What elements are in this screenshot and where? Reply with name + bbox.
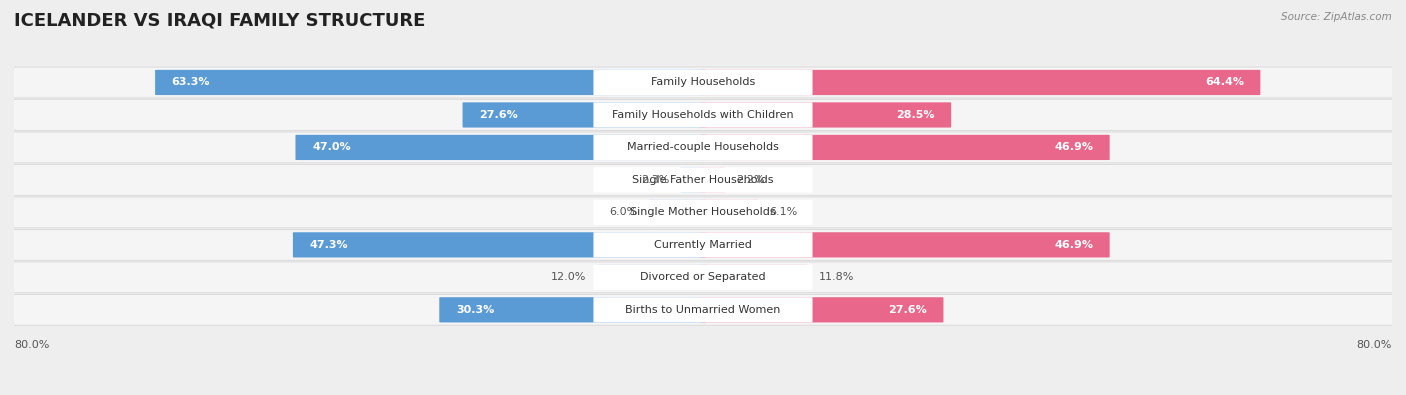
FancyBboxPatch shape bbox=[463, 102, 706, 128]
FancyBboxPatch shape bbox=[295, 135, 706, 160]
Text: 46.9%: 46.9% bbox=[1054, 143, 1092, 152]
Text: ICELANDER VS IRAQI FAMILY STRUCTURE: ICELANDER VS IRAQI FAMILY STRUCTURE bbox=[14, 12, 426, 30]
FancyBboxPatch shape bbox=[8, 100, 1398, 130]
Text: Currently Married: Currently Married bbox=[654, 240, 752, 250]
FancyBboxPatch shape bbox=[700, 297, 943, 322]
FancyBboxPatch shape bbox=[700, 232, 1109, 258]
Text: 80.0%: 80.0% bbox=[14, 340, 49, 350]
Text: 47.3%: 47.3% bbox=[309, 240, 349, 250]
Text: 46.9%: 46.9% bbox=[1054, 240, 1092, 250]
FancyBboxPatch shape bbox=[8, 229, 1398, 260]
FancyBboxPatch shape bbox=[700, 265, 807, 290]
Text: Married-couple Households: Married-couple Households bbox=[627, 143, 779, 152]
FancyBboxPatch shape bbox=[8, 294, 1398, 325]
FancyBboxPatch shape bbox=[8, 67, 1398, 98]
FancyBboxPatch shape bbox=[8, 164, 1398, 195]
FancyBboxPatch shape bbox=[681, 167, 706, 192]
FancyBboxPatch shape bbox=[593, 102, 813, 128]
FancyBboxPatch shape bbox=[593, 232, 813, 258]
Text: Single Mother Households: Single Mother Households bbox=[630, 207, 776, 217]
Text: 27.6%: 27.6% bbox=[479, 110, 517, 120]
Text: Family Households: Family Households bbox=[651, 77, 755, 87]
FancyBboxPatch shape bbox=[593, 297, 813, 322]
FancyBboxPatch shape bbox=[155, 70, 706, 95]
Text: Births to Unmarried Women: Births to Unmarried Women bbox=[626, 305, 780, 315]
FancyBboxPatch shape bbox=[700, 102, 952, 128]
FancyBboxPatch shape bbox=[648, 200, 706, 225]
Text: 63.3%: 63.3% bbox=[172, 77, 209, 87]
Text: Family Households with Children: Family Households with Children bbox=[612, 110, 794, 120]
Text: Single Father Households: Single Father Households bbox=[633, 175, 773, 185]
FancyBboxPatch shape bbox=[8, 197, 1398, 228]
Text: 27.6%: 27.6% bbox=[889, 305, 927, 315]
Text: 2.3%: 2.3% bbox=[641, 175, 669, 185]
Text: Source: ZipAtlas.com: Source: ZipAtlas.com bbox=[1281, 12, 1392, 22]
FancyBboxPatch shape bbox=[8, 262, 1398, 293]
Text: 80.0%: 80.0% bbox=[1357, 340, 1392, 350]
FancyBboxPatch shape bbox=[8, 132, 1398, 163]
Text: 28.5%: 28.5% bbox=[896, 110, 935, 120]
Text: 64.4%: 64.4% bbox=[1205, 77, 1244, 87]
FancyBboxPatch shape bbox=[593, 135, 813, 160]
FancyBboxPatch shape bbox=[439, 297, 706, 322]
FancyBboxPatch shape bbox=[700, 135, 1109, 160]
FancyBboxPatch shape bbox=[700, 70, 1260, 95]
Text: 12.0%: 12.0% bbox=[551, 272, 586, 282]
FancyBboxPatch shape bbox=[593, 200, 813, 225]
Text: 11.8%: 11.8% bbox=[818, 272, 853, 282]
FancyBboxPatch shape bbox=[598, 265, 706, 290]
Text: 6.1%: 6.1% bbox=[769, 207, 797, 217]
FancyBboxPatch shape bbox=[593, 265, 813, 290]
Text: 30.3%: 30.3% bbox=[456, 305, 494, 315]
Text: 47.0%: 47.0% bbox=[312, 143, 350, 152]
FancyBboxPatch shape bbox=[292, 232, 706, 258]
Text: 6.0%: 6.0% bbox=[609, 207, 637, 217]
Text: Divorced or Separated: Divorced or Separated bbox=[640, 272, 766, 282]
Text: 2.2%: 2.2% bbox=[735, 175, 765, 185]
FancyBboxPatch shape bbox=[593, 70, 813, 95]
FancyBboxPatch shape bbox=[593, 167, 813, 192]
FancyBboxPatch shape bbox=[700, 167, 724, 192]
FancyBboxPatch shape bbox=[700, 200, 758, 225]
